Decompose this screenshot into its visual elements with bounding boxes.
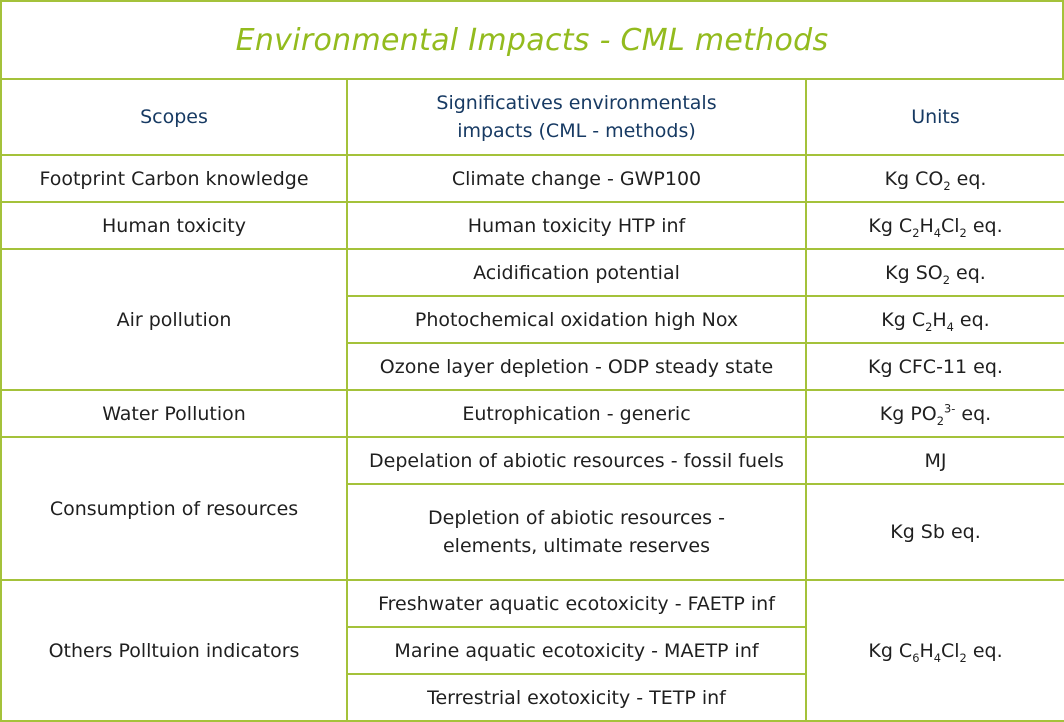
table-row: Footprint Carbon knowledge Climate chang… <box>0 154 1064 203</box>
impact-cell: Depelation of abiotic resources - fossil… <box>346 436 807 485</box>
unit-cell: MJ <box>805 436 1064 485</box>
unit-cell: Kg CO2 eq. <box>805 154 1064 203</box>
scope-cell: Human toxicity <box>0 201 348 250</box>
table-row: Human toxicity Human toxicity HTP inf Kg… <box>0 201 1064 250</box>
scope-cell: Consumption of resources <box>0 436 348 581</box>
table-row: Photochemical oxidation high Nox Kg C2H4… <box>1 295 1064 344</box>
scope-cell: Water Pollution <box>0 389 348 438</box>
impact-cell: Climate change - GWP100 <box>346 154 807 203</box>
table-row: Water Pollution Eutrophication - generic… <box>0 389 1064 438</box>
impacts-table: Scopes Significatives environmentals imp… <box>0 78 1064 722</box>
table-row: Depletion of abiotic resources - element… <box>1 483 1064 581</box>
unit-cell: Kg CFC-11 eq. <box>805 342 1064 391</box>
header-impacts-line2: impacts (CML - methods) <box>457 120 696 142</box>
table-row: Air pollution Acidification potential Kg… <box>0 248 1064 391</box>
table-row: Terrestrial exotoxicity - TETP inf <box>1 673 1064 722</box>
table-row: Others Polltuion indicators Freshwater a… <box>0 579 1064 722</box>
header-row: Scopes Significatives environmentals imp… <box>0 78 1064 156</box>
impact-cell: Acidification potential <box>346 248 807 297</box>
impact-cell: Marine aquatic ecotoxicity - MAETP inf <box>346 626 807 675</box>
scope-cell: Others Polltuion indicators <box>0 579 348 722</box>
impact-cell: Human toxicity HTP inf <box>346 201 807 250</box>
title-bar: Environmental Impacts - CML methods <box>0 0 1064 78</box>
unit-cell: Kg Sb eq. <box>805 483 1064 581</box>
impact-cell: Ozone layer depletion - ODP steady state <box>346 342 807 391</box>
impact-cell: Terrestrial exotoxicity - TETP inf <box>346 673 807 722</box>
unit-cell: Kg SO2 eq. <box>805 248 1064 297</box>
unit-cell: Kg PO23- eq. <box>805 389 1064 438</box>
unit-cell: Kg C6H4Cl2 eq. <box>805 579 1064 722</box>
header-impacts: Significatives environmentals impacts (C… <box>346 78 807 156</box>
impact-cell: Freshwater aquatic ecotoxicity - FAETP i… <box>346 579 807 628</box>
table-row: Marine aquatic ecotoxicity - MAETP inf <box>1 626 1064 675</box>
impact-cell: Depletion of abiotic resources - element… <box>346 483 807 581</box>
unit-cell: Kg C2H4 eq. <box>805 295 1064 344</box>
table-row: Ozone layer depletion - ODP steady state… <box>1 342 1064 391</box>
header-scopes: Scopes <box>0 78 348 156</box>
table-row: Consumption of resources Depelation of a… <box>0 436 1064 581</box>
impact-cell: Photochemical oxidation high Nox <box>346 295 807 344</box>
table-title: Environmental Impacts - CML methods <box>235 22 829 58</box>
header-units: Units <box>805 78 1064 156</box>
scope-cell: Air pollution <box>0 248 348 391</box>
scope-cell: Footprint Carbon knowledge <box>0 154 348 203</box>
unit-cell: Kg C2H4Cl2 eq. <box>805 201 1064 250</box>
header-impacts-line1: Significatives environmentals <box>436 92 717 114</box>
impact-cell: Eutrophication - generic <box>346 389 807 438</box>
